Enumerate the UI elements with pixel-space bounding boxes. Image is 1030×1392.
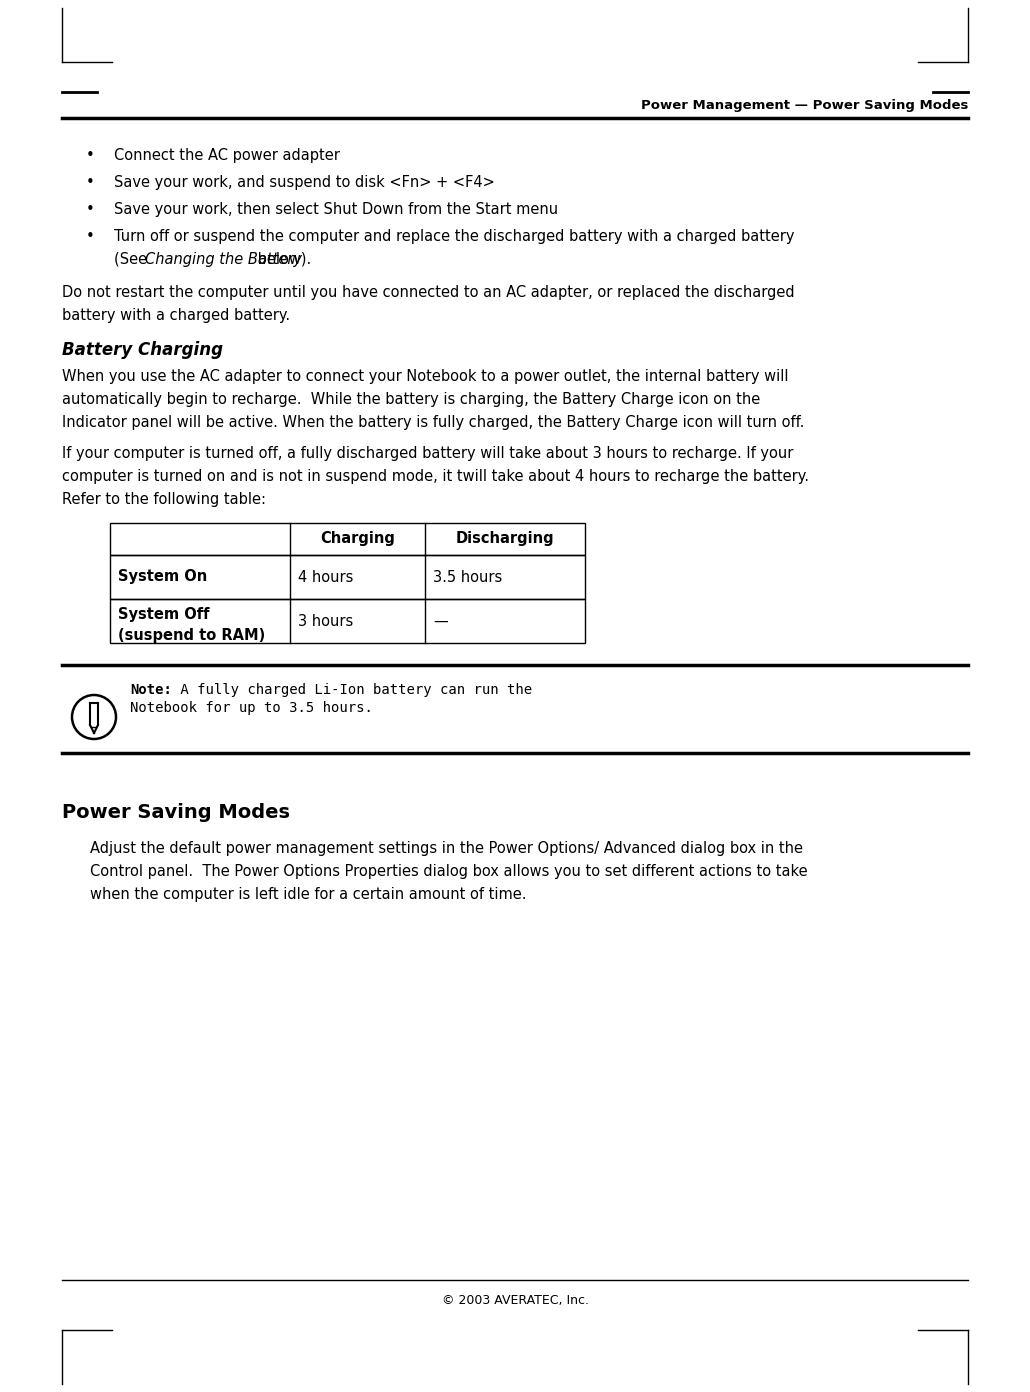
Text: below).: below). bbox=[253, 252, 311, 267]
Text: battery with a charged battery.: battery with a charged battery. bbox=[62, 308, 290, 323]
Text: Power Saving Modes: Power Saving Modes bbox=[62, 803, 290, 823]
Text: Control panel.  The Power Options Properties dialog box allows you to set differ: Control panel. The Power Options Propert… bbox=[90, 864, 808, 878]
Text: Changing the Battery: Changing the Battery bbox=[145, 252, 302, 267]
Text: Battery Charging: Battery Charging bbox=[62, 341, 224, 359]
Text: Save your work, and suspend to disk <Fn> + <F4>: Save your work, and suspend to disk <Fn>… bbox=[114, 175, 494, 189]
Text: If your computer is turned off, a fully discharged battery will take about 3 hou: If your computer is turned off, a fully … bbox=[62, 445, 793, 461]
Text: A fully charged Li-Ion battery can run the: A fully charged Li-Ion battery can run t… bbox=[172, 683, 533, 697]
Text: 3.5 hours: 3.5 hours bbox=[433, 569, 503, 585]
Text: Save your work, then select Shut Down from the Start menu: Save your work, then select Shut Down fr… bbox=[114, 202, 558, 217]
Text: •: • bbox=[85, 202, 95, 217]
Bar bbox=[110, 555, 585, 599]
Text: Charging: Charging bbox=[320, 532, 394, 547]
Text: When you use the AC adapter to connect your Notebook to a power outlet, the inte: When you use the AC adapter to connect y… bbox=[62, 369, 789, 384]
Text: •: • bbox=[85, 148, 95, 163]
Text: Adjust the default power management settings in the Power Options/ Advanced dial: Adjust the default power management sett… bbox=[90, 841, 803, 856]
Text: Refer to the following table:: Refer to the following table: bbox=[62, 491, 266, 507]
Text: Power Management — Power Saving Modes: Power Management — Power Saving Modes bbox=[641, 99, 968, 111]
Text: © 2003 AVERATEC, Inc.: © 2003 AVERATEC, Inc. bbox=[442, 1295, 588, 1307]
Text: •: • bbox=[85, 230, 95, 244]
Text: (See: (See bbox=[114, 252, 151, 267]
Bar bbox=[110, 599, 585, 643]
Text: •: • bbox=[85, 175, 95, 189]
Text: when the computer is left idle for a certain amount of time.: when the computer is left idle for a cer… bbox=[90, 887, 526, 902]
Text: System On: System On bbox=[118, 569, 207, 585]
Text: Connect the AC power adapter: Connect the AC power adapter bbox=[114, 148, 340, 163]
Text: 3 hours: 3 hours bbox=[298, 614, 353, 629]
Text: Turn off or suspend the computer and replace the discharged battery with a charg: Turn off or suspend the computer and rep… bbox=[114, 230, 794, 244]
Text: Indicator panel will be active. When the battery is fully charged, the Battery C: Indicator panel will be active. When the… bbox=[62, 415, 804, 430]
Text: System Off: System Off bbox=[118, 607, 209, 622]
Bar bbox=[110, 523, 585, 555]
Text: automatically begin to recharge.  While the battery is charging, the Battery Cha: automatically begin to recharge. While t… bbox=[62, 393, 760, 406]
Text: computer is turned on and is not in suspend mode, it twill take about 4 hours to: computer is turned on and is not in susp… bbox=[62, 469, 809, 484]
Text: Discharging: Discharging bbox=[455, 532, 554, 547]
Text: 4 hours: 4 hours bbox=[298, 569, 353, 585]
Text: (suspend to RAM): (suspend to RAM) bbox=[118, 628, 266, 643]
Text: Notebook for up to 3.5 hours.: Notebook for up to 3.5 hours. bbox=[130, 702, 373, 715]
Text: —: — bbox=[433, 614, 448, 629]
Text: Do not restart the computer until you have connected to an AC adapter, or replac: Do not restart the computer until you ha… bbox=[62, 285, 794, 301]
Text: Note:: Note: bbox=[130, 683, 172, 697]
